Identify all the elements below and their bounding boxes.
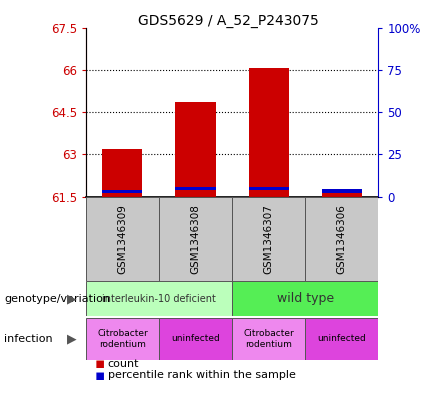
Bar (232, 318, 305, 360)
Bar (305, 318, 378, 360)
Text: GSM1346307: GSM1346307 (264, 204, 274, 274)
Bar (159, 318, 232, 360)
Text: GDS5629 / A_52_P243075: GDS5629 / A_52_P243075 (139, 14, 319, 28)
Bar (176, 102, 216, 196)
Bar (305, 196, 378, 281)
Text: Citrobacter
rodentium: Citrobacter rodentium (97, 329, 148, 349)
Text: infection: infection (4, 334, 53, 344)
Text: ▶: ▶ (67, 292, 77, 305)
Text: ▶: ▶ (67, 332, 77, 345)
Bar (322, 191, 362, 196)
Text: GSM1346309: GSM1346309 (117, 204, 127, 274)
Bar (176, 187, 216, 190)
Text: GSM1346308: GSM1346308 (191, 204, 201, 274)
Text: ▪: ▪ (95, 356, 105, 371)
Text: interleukin-10 deficient: interleukin-10 deficient (102, 294, 216, 304)
Bar (232, 196, 305, 281)
Text: GSM1346306: GSM1346306 (337, 204, 347, 274)
Bar (86, 281, 232, 316)
Text: Citrobacter
rodentium: Citrobacter rodentium (243, 329, 294, 349)
Text: genotype/variation: genotype/variation (4, 294, 110, 304)
Bar (86, 196, 159, 281)
Bar (232, 281, 378, 316)
Text: wild type: wild type (277, 292, 334, 305)
Text: uninfected: uninfected (317, 334, 366, 343)
Bar (249, 68, 289, 196)
Bar (322, 189, 362, 193)
Text: percentile rank within the sample: percentile rank within the sample (108, 370, 296, 380)
Text: uninfected: uninfected (171, 334, 220, 343)
Bar (249, 187, 289, 190)
Bar (102, 190, 143, 193)
Text: count: count (108, 358, 139, 369)
Bar (159, 196, 232, 281)
Bar (102, 149, 143, 196)
Bar (86, 318, 159, 360)
Text: ▪: ▪ (95, 368, 105, 383)
